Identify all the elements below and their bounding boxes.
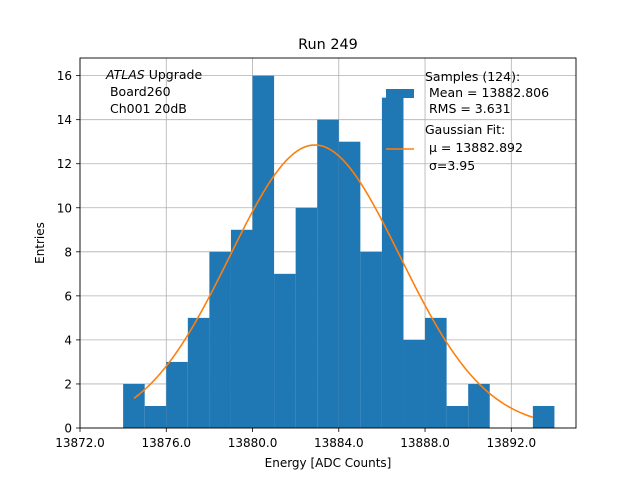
histogram-bar: [360, 251, 382, 428]
plot-frame: [79, 57, 577, 429]
legend-samples-line-3: RMS = 3.631: [425, 101, 511, 116]
histogram-bar: [209, 251, 231, 428]
x-tick-label: 13888.0: [400, 436, 450, 450]
histogram-bar: [144, 405, 167, 428]
histogram-bar: [317, 119, 339, 429]
histogram-bar: [252, 75, 275, 428]
histogram-bars: [123, 75, 555, 429]
legend-fit-line-2: μ = 13882.892: [425, 140, 523, 155]
x-tick-label: 13872.0: [55, 436, 105, 450]
y-tick-label: 14: [57, 113, 72, 127]
chart-title: Run 249: [298, 37, 358, 53]
annotation-line-3: Ch001 20dB: [106, 101, 187, 116]
histogram-bar: [446, 405, 469, 428]
histogram-bar: [230, 229, 253, 428]
gaussian-fit-curve: [133, 144, 534, 419]
histogram-bar: [468, 383, 490, 428]
histogram-bar: [187, 317, 210, 428]
histogram-bar: [381, 97, 404, 429]
x-tick-label: 13892.0: [486, 436, 536, 450]
histogram-bar: [295, 207, 318, 428]
y-tick-label: 4: [64, 333, 72, 347]
histogram-bar: [123, 383, 145, 428]
fit-line: [133, 144, 534, 419]
legend-samples-swatch: [386, 89, 414, 98]
y-tick-label: 6: [64, 289, 72, 303]
experiment-annotation: ATLAS Upgrade Board260 Ch001 20dB: [105, 67, 202, 116]
legend-fit-line-1: Gaussian Fit:: [425, 122, 505, 137]
y-tick-label: 16: [57, 69, 72, 83]
y-tick-label: 0: [64, 422, 72, 436]
histogram-bar: [166, 361, 188, 428]
x-tick-label: 13884.0: [314, 436, 364, 450]
histogram-bar: [532, 405, 555, 428]
legend-samples-line-2: Mean = 13882.806: [425, 85, 549, 100]
histogram-bar: [274, 273, 296, 428]
legend: Samples (124): Mean = 13882.806 RMS = 3.…: [386, 69, 549, 173]
histogram-bar: [425, 317, 447, 428]
annotation-line-1: ATLAS Upgrade: [105, 67, 202, 82]
x-axis-ticks: 13872.0 13876.0 13880.0 13884.0 13888.0 13892…: [55, 428, 536, 450]
x-tick-label: 13880.0: [228, 436, 278, 450]
legend-samples-line-1: Samples (124):: [425, 69, 520, 84]
y-axis-label: Entries: [33, 222, 47, 264]
y-tick-label: 10: [57, 201, 72, 215]
annotation-line-2: Board260: [106, 84, 171, 99]
histogram-bar: [403, 339, 426, 428]
legend-fit-line-3: σ=3.95: [425, 158, 475, 173]
y-tick-label: 2: [64, 377, 72, 391]
y-axis-ticks: 0 2 4 6 8 10 12 14 16: [57, 69, 80, 436]
y-tick-label: 12: [57, 157, 72, 171]
y-tick-label: 8: [64, 245, 72, 259]
x-axis-label: Energy [ADC Counts]: [265, 456, 392, 470]
histogram-bar: [338, 141, 361, 428]
x-tick-label: 13876.0: [141, 436, 191, 450]
